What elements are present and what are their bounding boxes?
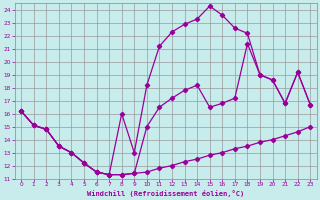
X-axis label: Windchill (Refroidissement éolien,°C): Windchill (Refroidissement éolien,°C) bbox=[87, 190, 244, 197]
